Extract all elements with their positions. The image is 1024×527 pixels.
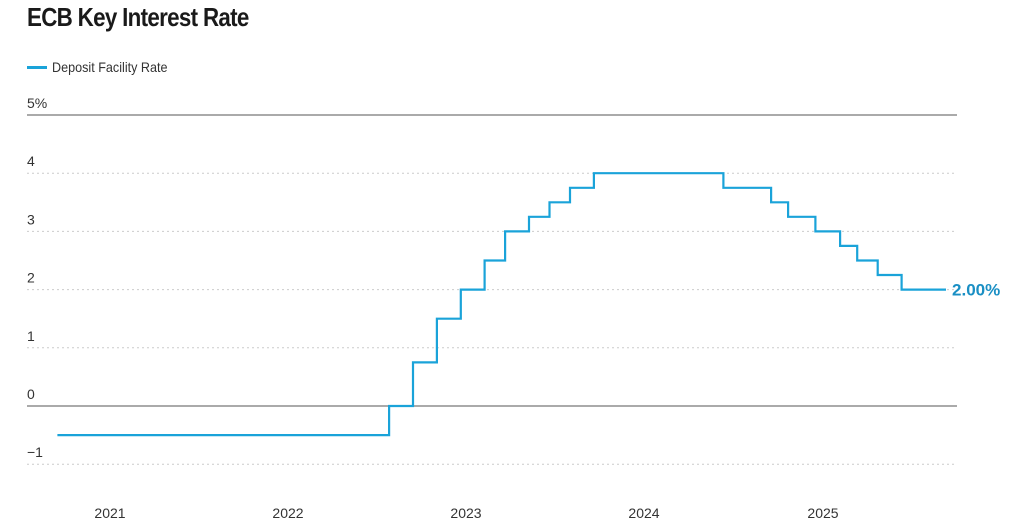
x-tick-label: 2024 (628, 505, 659, 521)
grid-layer (27, 114, 957, 465)
chart-title: ECB Key Interest Rate (27, 2, 249, 32)
legend-label: Deposit Facility Rate (52, 59, 168, 75)
y-tick-label: 3 (27, 211, 35, 227)
x-tick-labels: 2021 2022 2023 2024 2025 (94, 505, 838, 521)
y-tick-label: 5% (27, 95, 47, 111)
end-value-label: 2.00% (952, 281, 1000, 300)
y-tick-label: 2 (27, 270, 35, 286)
y-tick-label: −1 (27, 444, 43, 460)
y-tick-labels: 5% 4 3 2 1 0 −1 (27, 95, 47, 460)
series-line-deposit-facility-rate (57, 172, 946, 437)
legend: Deposit Facility Rate (27, 57, 180, 77)
x-tick-label: 2023 (450, 505, 481, 521)
series-layer: 2.00% (57, 172, 1000, 437)
y-tick-label: 1 (27, 328, 35, 344)
x-tick-label: 2025 (807, 505, 838, 521)
x-tick-label: 2021 (94, 505, 125, 521)
y-tick-label: 4 (27, 153, 35, 169)
x-tick-label: 2022 (272, 505, 303, 521)
legend-swatch (27, 65, 47, 69)
y-tick-label: 0 (27, 386, 35, 402)
